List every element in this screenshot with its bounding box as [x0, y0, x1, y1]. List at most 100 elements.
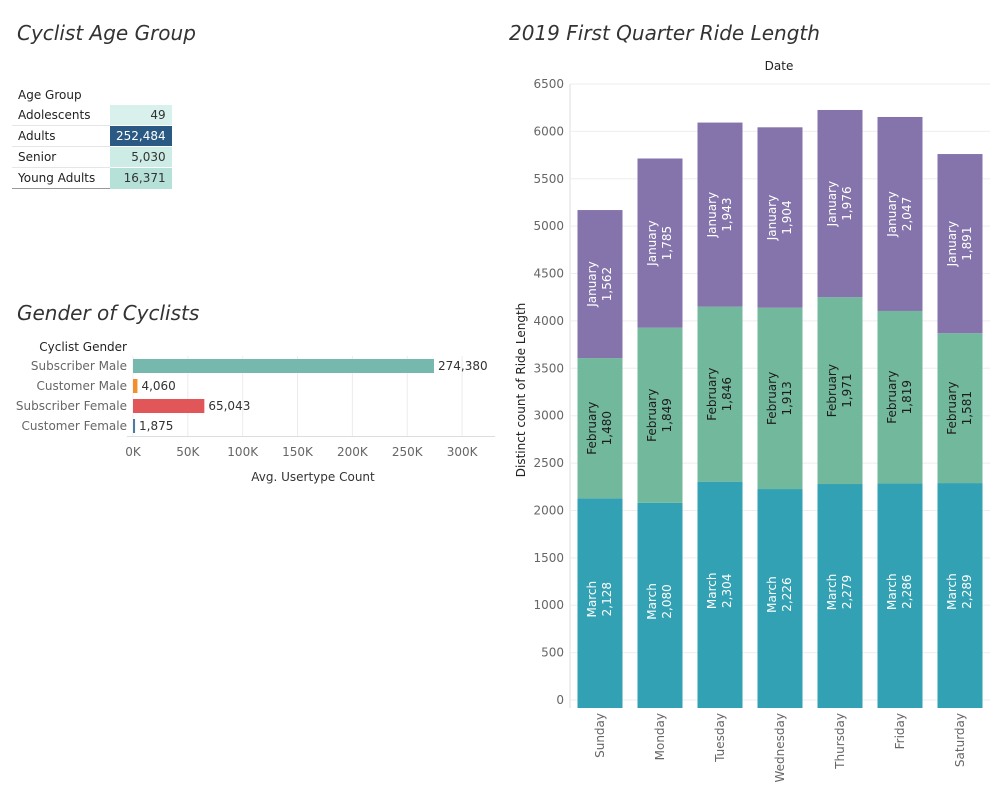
segment-series-label: January	[885, 191, 899, 238]
segment-value-label: 2,047	[900, 197, 914, 231]
bar-segment	[877, 116, 923, 311]
y-tick-label: 2500	[533, 456, 564, 470]
bar-value-label: 65,043	[208, 399, 250, 413]
y-tick-label: 6000	[533, 124, 564, 138]
x-tick-label: Monday	[653, 713, 667, 760]
age-group-label: Senior	[12, 146, 110, 168]
table-row[interactable]: Senior 5,030	[12, 146, 172, 168]
bar-segment	[817, 484, 863, 708]
y-tick-label: 6500	[533, 77, 564, 91]
bar	[133, 379, 138, 393]
bar-value-label: 1,875	[139, 419, 173, 433]
segment-series-label: January	[825, 181, 839, 228]
y-tick-label: 0	[556, 693, 564, 707]
segment-value-label: 1,976	[840, 186, 854, 220]
bar-segment	[877, 310, 923, 484]
segment-value-label: 1,943	[720, 197, 734, 231]
age-group-title: Cyclist Age Group	[17, 21, 196, 45]
bar-segment	[577, 358, 623, 499]
bar-segment	[757, 307, 803, 490]
segment-value-label: 1,849	[660, 398, 674, 432]
y-tick-label: 500	[541, 646, 564, 660]
segment-value-label: 2,226	[780, 577, 794, 611]
segment-value-label: 2,128	[600, 582, 614, 616]
x-tick-label: Thursday	[833, 713, 847, 770]
ride-length-chart-title: 2019 First Quarter Ride Length	[509, 21, 820, 45]
bar-segment	[697, 122, 743, 307]
y-tick-label: 1500	[533, 551, 564, 565]
table-row[interactable]: Young Adults 16,371	[12, 167, 172, 189]
bar	[133, 399, 205, 413]
segment-value-label: 1,819	[900, 380, 914, 414]
age-group-table: Age Group Adolescents 49 Adults 252,484 …	[12, 86, 172, 189]
y-tick-label: 3000	[533, 409, 564, 423]
segment-series-label: March	[645, 583, 659, 620]
x-tick-label: 150K	[282, 445, 314, 459]
bar-segment	[637, 327, 683, 503]
age-group-value: 252,484	[110, 125, 172, 147]
segment-series-label: February	[825, 364, 839, 417]
segment-value-label: 1,904	[780, 200, 794, 234]
age-group-label: Young Adults	[12, 167, 110, 189]
segment-series-label: March	[825, 574, 839, 611]
segment-series-label: March	[765, 576, 779, 613]
age-group-column-header: Age Group	[18, 88, 82, 102]
segment-series-label: January	[645, 220, 659, 267]
segment-series-label: February	[585, 402, 599, 455]
bar-segment	[877, 483, 923, 708]
y-tick-label: 2000	[533, 503, 564, 517]
age-group-value: 5,030	[110, 146, 172, 168]
bar-segment	[937, 483, 983, 708]
segment-value-label: 2,080	[660, 584, 674, 618]
x-tick-label: Tuesday	[713, 713, 727, 763]
category-label: Customer Female	[22, 419, 128, 433]
gender-chart-title: Gender of Cyclists	[17, 301, 200, 325]
y-tick-label: 4000	[533, 314, 564, 328]
x-tick-label: 300K	[447, 445, 479, 459]
bar-value-label: 274,380	[438, 359, 488, 373]
bar-segment	[637, 502, 683, 708]
segment-value-label: 2,279	[840, 575, 854, 609]
bar-segment	[577, 498, 623, 708]
bar-segment	[937, 154, 983, 334]
segment-value-label: 2,286	[900, 574, 914, 608]
segment-value-label: 1,562	[600, 267, 614, 301]
bar-segment	[817, 297, 863, 485]
x-tick-label: Friday	[893, 713, 907, 749]
segment-value-label: 2,304	[720, 574, 734, 608]
segment-series-label: February	[885, 371, 899, 424]
x-tick-label: 0K	[125, 445, 142, 459]
bar-segment	[577, 210, 623, 359]
bar-segment	[697, 481, 743, 708]
category-label: Subscriber Female	[16, 399, 127, 413]
table-row[interactable]: Adults 252,484	[12, 125, 172, 147]
segment-value-label: 1,480	[600, 411, 614, 445]
x-tick-label: Wednesday	[773, 713, 787, 782]
date-column-header: Date	[765, 59, 794, 73]
segment-series-label: March	[705, 573, 719, 610]
segment-series-label: February	[645, 389, 659, 442]
x-tick-label: Sunday	[593, 713, 607, 758]
x-tick-label: 250K	[392, 445, 424, 459]
bar-segment	[757, 127, 803, 308]
segment-value-label: 1,971	[840, 373, 854, 407]
segment-value-label: 1,785	[660, 226, 674, 260]
segment-series-label: March	[585, 581, 599, 618]
bar-segment	[637, 158, 683, 328]
bar-segment	[697, 306, 743, 482]
bar-segment	[817, 109, 863, 298]
category-label: Subscriber Male	[31, 359, 127, 373]
bar	[133, 359, 434, 373]
segment-series-label: March	[945, 573, 959, 610]
bar-segment	[937, 333, 983, 484]
x-tick-label: 50K	[176, 445, 200, 459]
segment-series-label: February	[765, 372, 779, 425]
segment-value-label: 2,289	[960, 574, 974, 608]
age-group-value: 16,371	[110, 167, 172, 189]
bar-segment	[757, 489, 803, 708]
y-tick-label: 4500	[533, 267, 564, 281]
segment-series-label: March	[885, 573, 899, 610]
y-tick-label: 1000	[533, 598, 564, 612]
